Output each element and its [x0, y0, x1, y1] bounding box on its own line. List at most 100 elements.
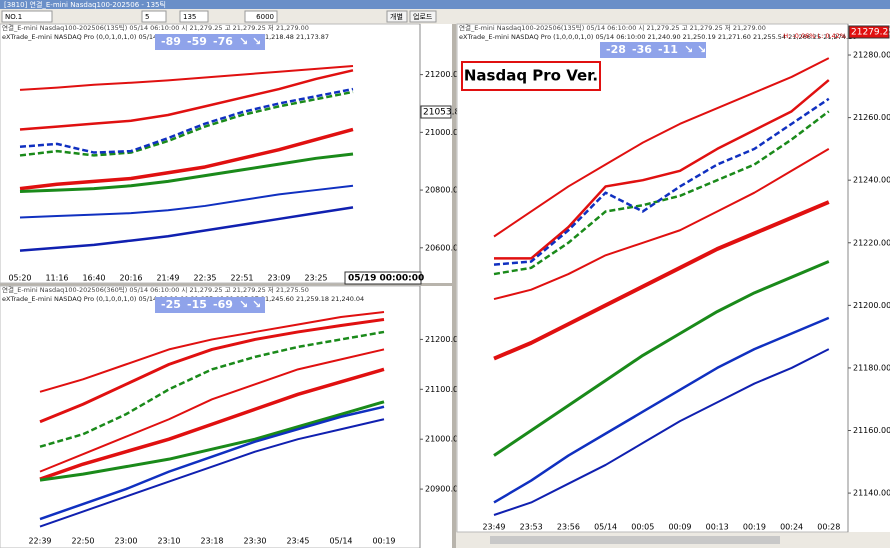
button[interactable]	[386, 10, 408, 23]
series-line	[19, 90, 354, 157]
y-tick-label: 20800.00	[425, 186, 463, 195]
signal-value: -28	[606, 43, 626, 56]
signal-value: -76	[213, 35, 233, 48]
signal-badge	[155, 297, 265, 313]
count: 6000	[256, 13, 274, 21]
series-line	[493, 97, 830, 266]
y-tick-label: 21140.00	[853, 489, 890, 498]
button-label: 개별	[390, 12, 403, 21]
ticks-box[interactable]	[179, 10, 209, 23]
x-tick-label: 00:05	[631, 523, 654, 532]
x-tick-label: 23:00	[114, 537, 137, 546]
x-tick-label: 23:30	[243, 537, 266, 546]
x-tick-label: 22:50	[71, 537, 94, 546]
panel-header: 연결_E-mini Nasdaq100-202506(360틱) 05/14 0…	[2, 285, 309, 294]
series-line	[493, 57, 830, 238]
series-line	[19, 87, 354, 154]
series-line	[493, 110, 830, 276]
splitter[interactable]	[0, 283, 452, 286]
code: NO.1	[5, 13, 22, 21]
splitter[interactable]	[452, 24, 456, 548]
series-line	[493, 316, 830, 504]
x-tick-label: 20:16	[119, 274, 142, 283]
scroll-thumb[interactable]	[490, 536, 780, 544]
x-tick-label: 00:19	[743, 523, 766, 532]
y-tick-label: 21240.00	[853, 176, 890, 185]
x-tick-label: 00:28	[817, 523, 840, 532]
y-tick-label: 21200.00	[853, 301, 890, 310]
x-tick-label: 23:53	[520, 523, 543, 532]
panel-header: 연결_E-mini Nasdaq100-202506(135틱) 05/14 0…	[2, 23, 309, 32]
x-tick-label: 23:45	[286, 537, 309, 546]
y-tick-label: 21200.00	[425, 70, 463, 79]
series-line	[19, 64, 354, 91]
signal-arrows: ↘ ↘	[239, 35, 261, 48]
signal-value: -15	[187, 298, 207, 311]
signal-badge	[600, 42, 706, 58]
code-box[interactable]	[1, 10, 53, 23]
series-line	[493, 260, 830, 457]
y-tick-label: 21180.00	[853, 363, 890, 372]
series-line	[39, 330, 385, 448]
plot-area	[0, 23, 421, 284]
x-tick-label: 05/14	[329, 537, 352, 546]
x-tick-label: 00:24	[780, 523, 803, 532]
signal-value: -11	[658, 43, 678, 56]
time-tag-label: 05/19 00:00:00	[348, 274, 424, 284]
price-tag	[420, 105, 452, 119]
signal-value: -25	[161, 298, 181, 311]
title-bar	[0, 0, 890, 9]
time-tag	[344, 271, 422, 285]
x-tick-label: 22:51	[230, 274, 253, 283]
x-tick-label: 00:19	[372, 537, 395, 546]
series-line	[19, 152, 354, 194]
x-tick-label: 05:20	[8, 274, 31, 283]
x-tick-label: 22:39	[28, 537, 51, 546]
x-tick-label: 00:09	[668, 523, 691, 532]
price-tag	[848, 25, 890, 39]
series-line	[39, 400, 385, 482]
y-tick-label: 20900.00	[425, 485, 463, 494]
y-tick-label: 21220.00	[853, 238, 890, 247]
series-line	[39, 367, 385, 481]
price-tag-label: 21053.80	[423, 108, 466, 118]
series-line	[494, 79, 830, 260]
series-line	[39, 405, 385, 521]
series-line	[493, 200, 830, 361]
y-tick-label: 21000.00	[425, 435, 463, 444]
panel-header: eXTrade_E-mini NASDAQ Pro (1,0,0,0,1,0) …	[459, 33, 856, 41]
y-tick-label: 20600.00	[425, 243, 463, 252]
y-tick-label: 21100.00	[425, 385, 463, 394]
signal-badge	[155, 34, 265, 50]
toolbar	[0, 9, 890, 24]
signal-value: -89	[161, 35, 181, 48]
x-tick-label: 23:09	[267, 274, 290, 283]
series-line	[39, 310, 385, 393]
signal-value: -36	[632, 43, 652, 56]
ticks: 135	[183, 13, 196, 21]
y-tick-label: 21160.00	[853, 426, 890, 435]
x-tick-label: 23:56	[557, 523, 580, 532]
y-tick-label: 21280.00	[853, 51, 890, 60]
x-tick-label: 23:10	[157, 537, 180, 546]
y-tick-label: 21000.00	[425, 128, 463, 137]
series-line	[493, 348, 830, 516]
series-line	[19, 184, 354, 219]
x-tick-label: 22:35	[193, 274, 216, 283]
period-box[interactable]	[141, 10, 167, 23]
x-tick-label: 23:49	[482, 523, 505, 532]
plot-area	[456, 23, 849, 533]
series-line	[493, 148, 830, 301]
series-line	[39, 317, 385, 424]
x-tick-label: 23:18	[200, 537, 223, 546]
signal-arrows: ↘ ↘	[239, 298, 261, 311]
button[interactable]	[409, 10, 437, 23]
y-tick-label: 21260.00	[853, 113, 890, 122]
window-title: [3810] 연결_E-mini Nasdaq100-202506 - 135틱	[4, 0, 166, 9]
series-line	[19, 127, 354, 191]
button-label: 업로드	[413, 13, 433, 21]
x-tick-label: 05/14	[594, 523, 617, 532]
series-line	[19, 206, 354, 252]
count-box[interactable]	[244, 10, 278, 23]
